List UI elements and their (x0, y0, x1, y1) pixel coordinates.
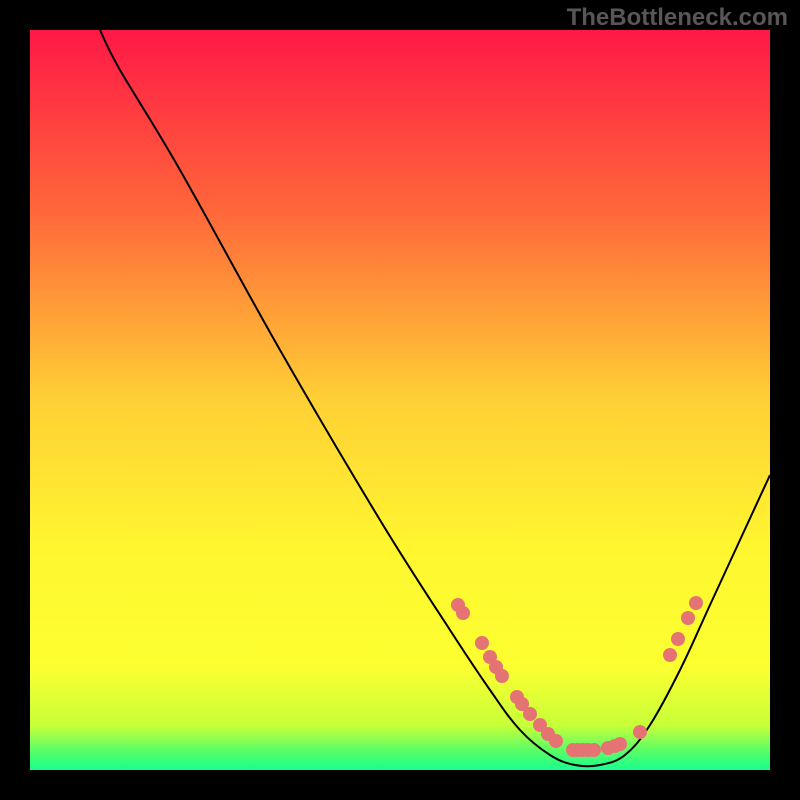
data-marker (523, 707, 537, 721)
data-marker (689, 596, 703, 610)
data-marker (671, 632, 685, 646)
data-marker (549, 734, 563, 748)
watermark-text: TheBottleneck.com (567, 4, 788, 32)
chart-svg (30, 30, 770, 770)
gradient-background (30, 30, 770, 770)
data-marker (456, 606, 470, 620)
data-marker (633, 725, 647, 739)
plot-area (30, 30, 770, 770)
data-marker (475, 636, 489, 650)
data-marker (681, 611, 695, 625)
data-marker (663, 648, 677, 662)
data-marker (495, 669, 509, 683)
data-marker (613, 737, 627, 751)
data-marker (587, 743, 601, 757)
